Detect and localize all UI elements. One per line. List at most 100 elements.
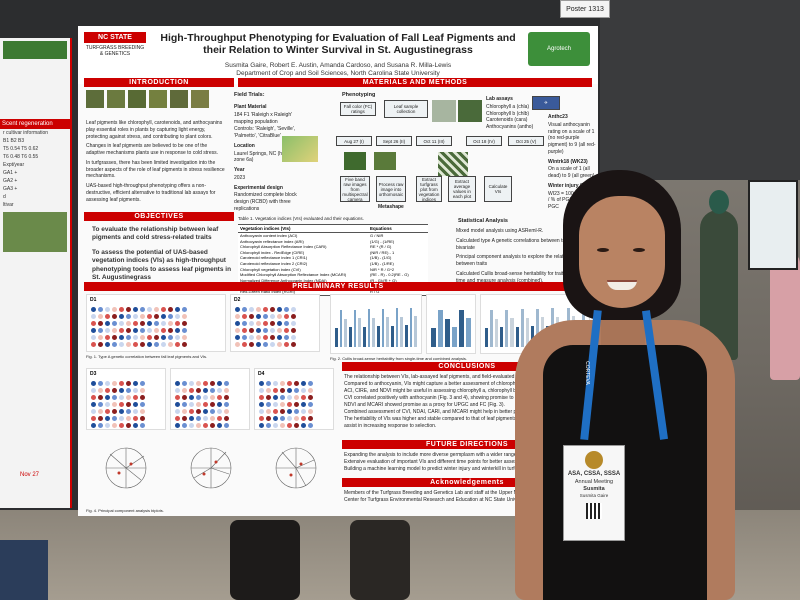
neighbor-poster: Scent regeneration r cultivar informatio… [0,38,72,508]
background-legs [350,520,410,600]
bar [381,308,385,347]
correlation-dot [119,395,124,400]
lab-photo [432,100,456,122]
correlation-dot [147,328,152,333]
correlation-dot [259,416,264,421]
correlation-dot [270,335,275,340]
correlation-dot [140,416,145,421]
correlation-dot [224,416,229,421]
correlation-dot [273,402,278,407]
bar [459,309,464,347]
section-introduction: INTRODUCTION [84,78,234,87]
correlation-dot [140,314,145,319]
conclusion-item: CVI correlated positively with anthocyan… [344,395,560,401]
correlation-dot [98,321,103,326]
bar [520,309,524,347]
neighbor-poster-date: Nov 27 [20,472,40,478]
correlation-dot [235,307,240,312]
stats-point: Calculated Cullis broad-sense heritabili… [456,270,594,284]
table-caption: Table 1. Vegetation indices (VIs) evalua… [238,216,364,221]
table-cell: Carotenoid reflectance index 1 (CRI1) [240,255,308,261]
correlation-dot [287,395,292,400]
correlation-dot [175,342,180,347]
section-objectives: OBJECTIVES [84,212,234,221]
correlation-dot [210,381,215,386]
grass-images [86,90,209,108]
correlation-dot [277,335,282,340]
correlation-dot [91,388,96,393]
table-row: Carotenoid reflectance index 1 (CRI1) (1/… [238,255,428,261]
correlation-dot [126,395,131,400]
correlation-dot [161,335,166,340]
correlation-dot [291,307,296,312]
correlation-dot [301,402,306,407]
badge-name: Susmita [583,485,605,492]
correlation-dot [301,423,306,428]
correlation-dot [140,307,145,312]
conclusion-item: NDVI and MCARI showed promise as a proxy… [344,402,505,408]
correlation-dot [259,423,264,428]
bar [377,326,380,347]
background-poster [748,180,798,270]
correlation-dot [147,321,152,326]
table-cell: Anthocyanin content index (ACI) [240,233,298,238]
correlation-dot [147,314,152,319]
correlation-dot [266,402,271,407]
correlation-dot [196,409,201,414]
badge-qr-code [586,502,602,519]
correlation-dot [168,328,173,333]
correlation-dot [280,388,285,393]
correlation-dot [112,307,117,312]
bar [495,318,499,347]
logo-subtext: TURFGRASS BREEDING & GENETICS [85,45,145,57]
correlation-dot [287,388,292,393]
table-row: Chlorophyll Absorption Reflectance Index… [238,244,428,250]
correlation-dot [284,307,289,312]
winter-text: On a scale of 1 (all dead) to 9 (all gre… [548,166,595,179]
correlation-dot [182,402,187,407]
lab-assay-item: Chlorophyll b (chlb) [486,110,530,117]
correlation-dot [126,321,131,326]
correlation-dot [189,416,194,421]
correlation-dot [182,409,187,414]
correlation-dot [189,395,194,400]
date-step: Aug 27 (I) [336,136,372,146]
correlation-dot [287,381,292,386]
plant-material-item: Controls: 'Raleigh', 'Seville', 'Palmett… [234,126,296,139]
bar [344,318,348,347]
correlation-panel [170,368,250,430]
correlation-dot [308,388,313,393]
correlation-dot [203,423,208,428]
correlation-dot [175,381,180,386]
future-item: Building a machine learning model to pre… [344,466,551,472]
neighbor-poster-text: d [3,194,6,200]
correlation-dot [263,314,268,319]
correlation-dot [175,328,180,333]
correlation-dot [175,402,180,407]
heritability-chart [426,294,476,354]
correlation-dot [133,342,138,347]
correlation-dot [287,423,292,428]
correlation-dot [242,328,247,333]
plant-material-item: 184 F1 'Raleigh x Raleigh' mapping popul… [234,111,293,125]
design-value: Randomized complete block design (RCBD) … [234,192,297,212]
neighbor-poster-text: B1 B2 B3 [3,138,25,144]
badge-logo [585,451,603,469]
correlation-dot [294,409,299,414]
correlation-dot [301,381,306,386]
correlation-dot [224,423,229,428]
correlation-dot [273,409,278,414]
correlation-dot [112,423,117,428]
bar [335,327,338,347]
correlation-dot [280,423,285,428]
figure-caption: Fig. 2. Cullis broad-sense heritability … [330,356,467,361]
correlation-dot [196,416,201,421]
correlation-dot [203,395,208,400]
bar [409,307,413,347]
correlation-dot [182,381,187,386]
correlation-dot [147,342,152,347]
neighbor-poster-text: Expt/year [3,162,25,168]
flow-step: Extract turfgrass plot from vegetation i… [416,176,442,202]
correlation-dot [105,423,110,428]
intro-point: In turfgrasses, there has been limited i… [86,159,225,180]
